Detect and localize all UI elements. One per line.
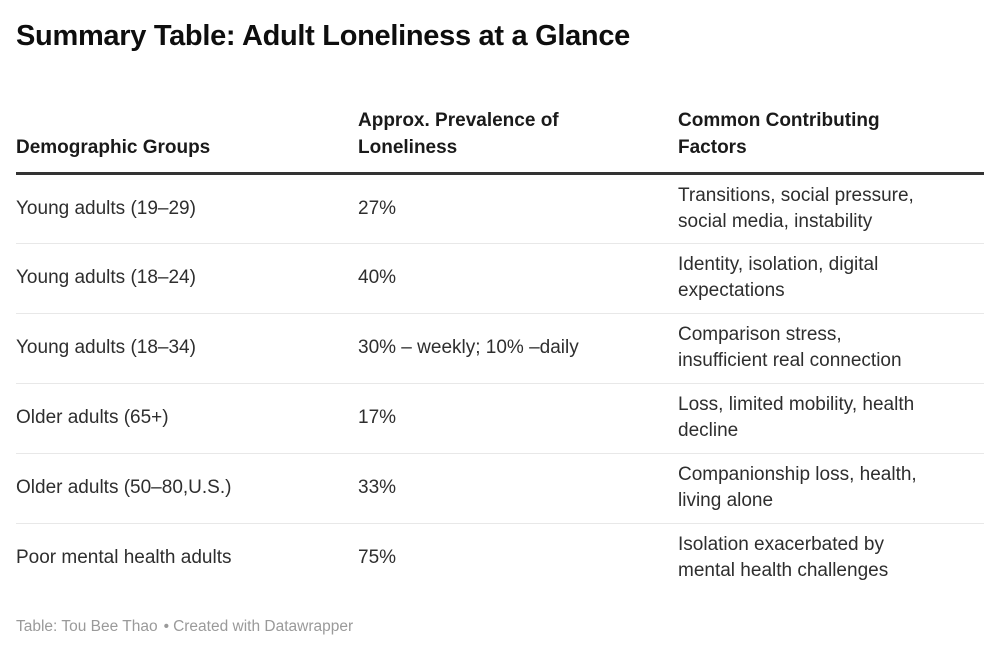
summary-table: Demographic Groups Approx. Prevalence of… — [16, 94, 984, 593]
footer-separator: • — [163, 618, 170, 635]
cell-factors: Loss, limited mobility, health decline — [678, 383, 984, 454]
column-header-prevalence: Approx. Prevalence of Loneliness — [358, 94, 678, 175]
factors-line: Comparison stress, — [678, 324, 842, 345]
table-row: Young adults (19–29) 27% Transitions, so… — [16, 173, 984, 244]
cell-factors: Transitions, social pressure, social med… — [678, 173, 984, 244]
factors-line: social media, instability — [678, 210, 873, 232]
factors-line: living alone — [678, 490, 774, 511]
cell-demographic-group: Young adults (18–34) — [16, 313, 358, 384]
table-row: Older adults (65+) 17% Loss, limited mob… — [16, 383, 984, 454]
header-line: Approx. Prevalence of — [358, 109, 559, 131]
cell-prevalence: 75% — [358, 547, 397, 569]
factors-line: expectations — [678, 280, 785, 301]
cell-demographic-group: Older adults (65+) — [16, 383, 358, 454]
factors-line: Companionship loss, health, — [678, 464, 917, 485]
cell-prevalence: 17% — [358, 383, 678, 454]
header-line: Demographic Groups — [16, 136, 211, 158]
table-attribution: Table: Tou Bee Thao — [16, 618, 158, 635]
header-line: Factors — [678, 136, 747, 158]
cell-factors: Companionship loss, health, living alone — [678, 453, 984, 524]
factors-line: Loss, limited mobility, health — [678, 394, 915, 415]
datawrapper-credit-link[interactable]: Created with Datawrapper — [173, 618, 354, 635]
cell-prevalence: 33% — [358, 453, 678, 524]
cell-prevalence: 40% — [358, 243, 678, 314]
cell-demographic-group: Young adults (18–24) — [16, 243, 358, 314]
chart-title: Summary Table: Adult Loneliness at a Gla… — [16, 20, 630, 52]
cell-factors: Comparison stress, insufficient real con… — [678, 313, 984, 384]
cell-demographic-group: Young adults (19–29) — [16, 173, 358, 244]
table-row: Poor mental health adults 75% Isolation … — [16, 523, 984, 593]
cell-prevalence: 27% — [358, 173, 678, 244]
header-row: Demographic Groups Approx. Prevalence of… — [16, 94, 984, 175]
column-header-demographic-groups: Demographic Groups — [16, 94, 358, 175]
cell-factors: Isolation exacerbated by mental health c… — [678, 523, 984, 593]
factors-line: Isolation exacerbated by — [678, 534, 884, 556]
header-line: Common Contributing — [678, 109, 880, 131]
cell-demographic-group: Older adults (50–80,U.S.) — [16, 453, 358, 524]
table-row: Older adults (50–80,U.S.) 33% Companions… — [16, 453, 984, 524]
factors-line: decline — [678, 420, 739, 441]
factors-line: insufficient real connection — [678, 350, 902, 371]
cell-demographic-group: Poor mental health adults — [16, 547, 232, 569]
factors-line: Identity, isolation, digital — [678, 254, 879, 275]
table-row: Young adults (18–34) 30% – weekly; 10% –… — [16, 313, 984, 384]
factors-line: mental health challenges — [678, 560, 889, 582]
table-row: Young adults (18–24) 40% Identity, isola… — [16, 243, 984, 314]
cell-factors: Identity, isolation, digital expectation… — [678, 243, 984, 314]
datawrapper-table-visualization: Summary Table: Adult Loneliness at a Gla… — [16, 20, 984, 637]
cell-prevalence: 30% – weekly; 10% –daily — [358, 313, 678, 384]
chart-footer: Table: Tou Bee Thao • Created with Datawra… — [16, 617, 984, 637]
header-line: Loneliness — [358, 136, 458, 158]
factors-line: Transitions, social pressure, — [678, 184, 914, 206]
column-header-contributing-factors: Common Contributing Factors — [678, 94, 984, 175]
